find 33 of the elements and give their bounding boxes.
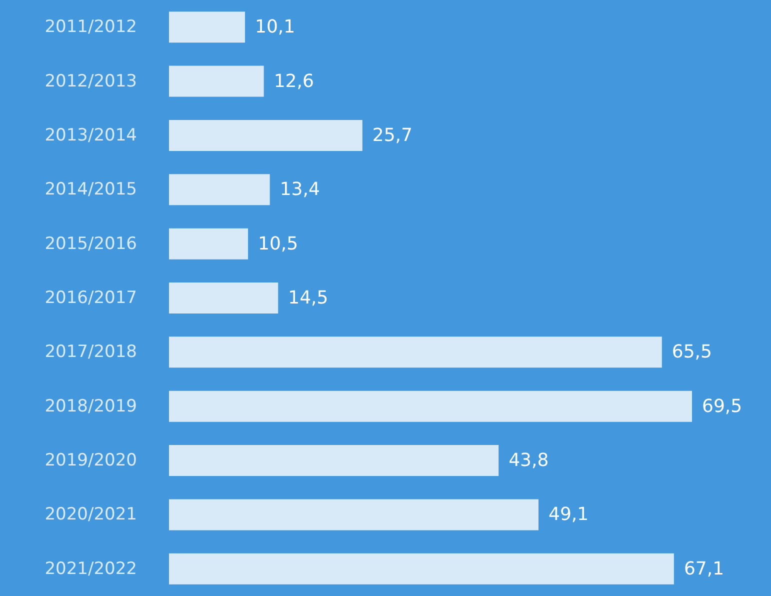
data-label: 49,1	[548, 504, 589, 526]
data-label: 12,6	[274, 70, 314, 92]
bar	[169, 445, 499, 476]
data-label: 65,5	[672, 342, 712, 363]
bar	[169, 66, 264, 97]
data-label: 13,4	[280, 179, 320, 200]
y-tick-label: 2015/2016	[44, 234, 137, 254]
y-tick-label: 2020/2021	[44, 504, 137, 525]
data-label: 43,8	[508, 450, 549, 472]
y-tick-label: 2021/2022	[44, 558, 137, 579]
y-tick-label: 2019/2020	[44, 450, 137, 471]
y-tick-label: 2013/2014	[44, 125, 137, 146]
bar	[169, 282, 278, 314]
data-label: 25,7	[372, 124, 412, 146]
y-tick-label: 2014/2015	[44, 180, 137, 200]
data-label: 67,1	[684, 558, 724, 580]
bar	[169, 336, 662, 368]
bar	[169, 390, 692, 422]
bar	[169, 174, 270, 206]
y-tick-label: 2012/2013	[44, 71, 137, 92]
y-tick-label: 2016/2017	[44, 288, 137, 308]
bar	[169, 228, 248, 260]
data-label: 69,5	[702, 396, 742, 417]
bar	[169, 499, 538, 530]
data-label: 10,5	[258, 233, 298, 254]
y-tick-label: 2018/2019	[44, 396, 137, 416]
bar	[169, 120, 362, 151]
data-label: 14,5	[288, 288, 328, 308]
y-tick-label: 2017/2018	[44, 342, 137, 362]
data-label: 10,1	[255, 16, 296, 38]
y-tick-label: 2011/2012	[44, 17, 137, 38]
bar	[169, 553, 674, 584]
bar	[169, 12, 246, 43]
